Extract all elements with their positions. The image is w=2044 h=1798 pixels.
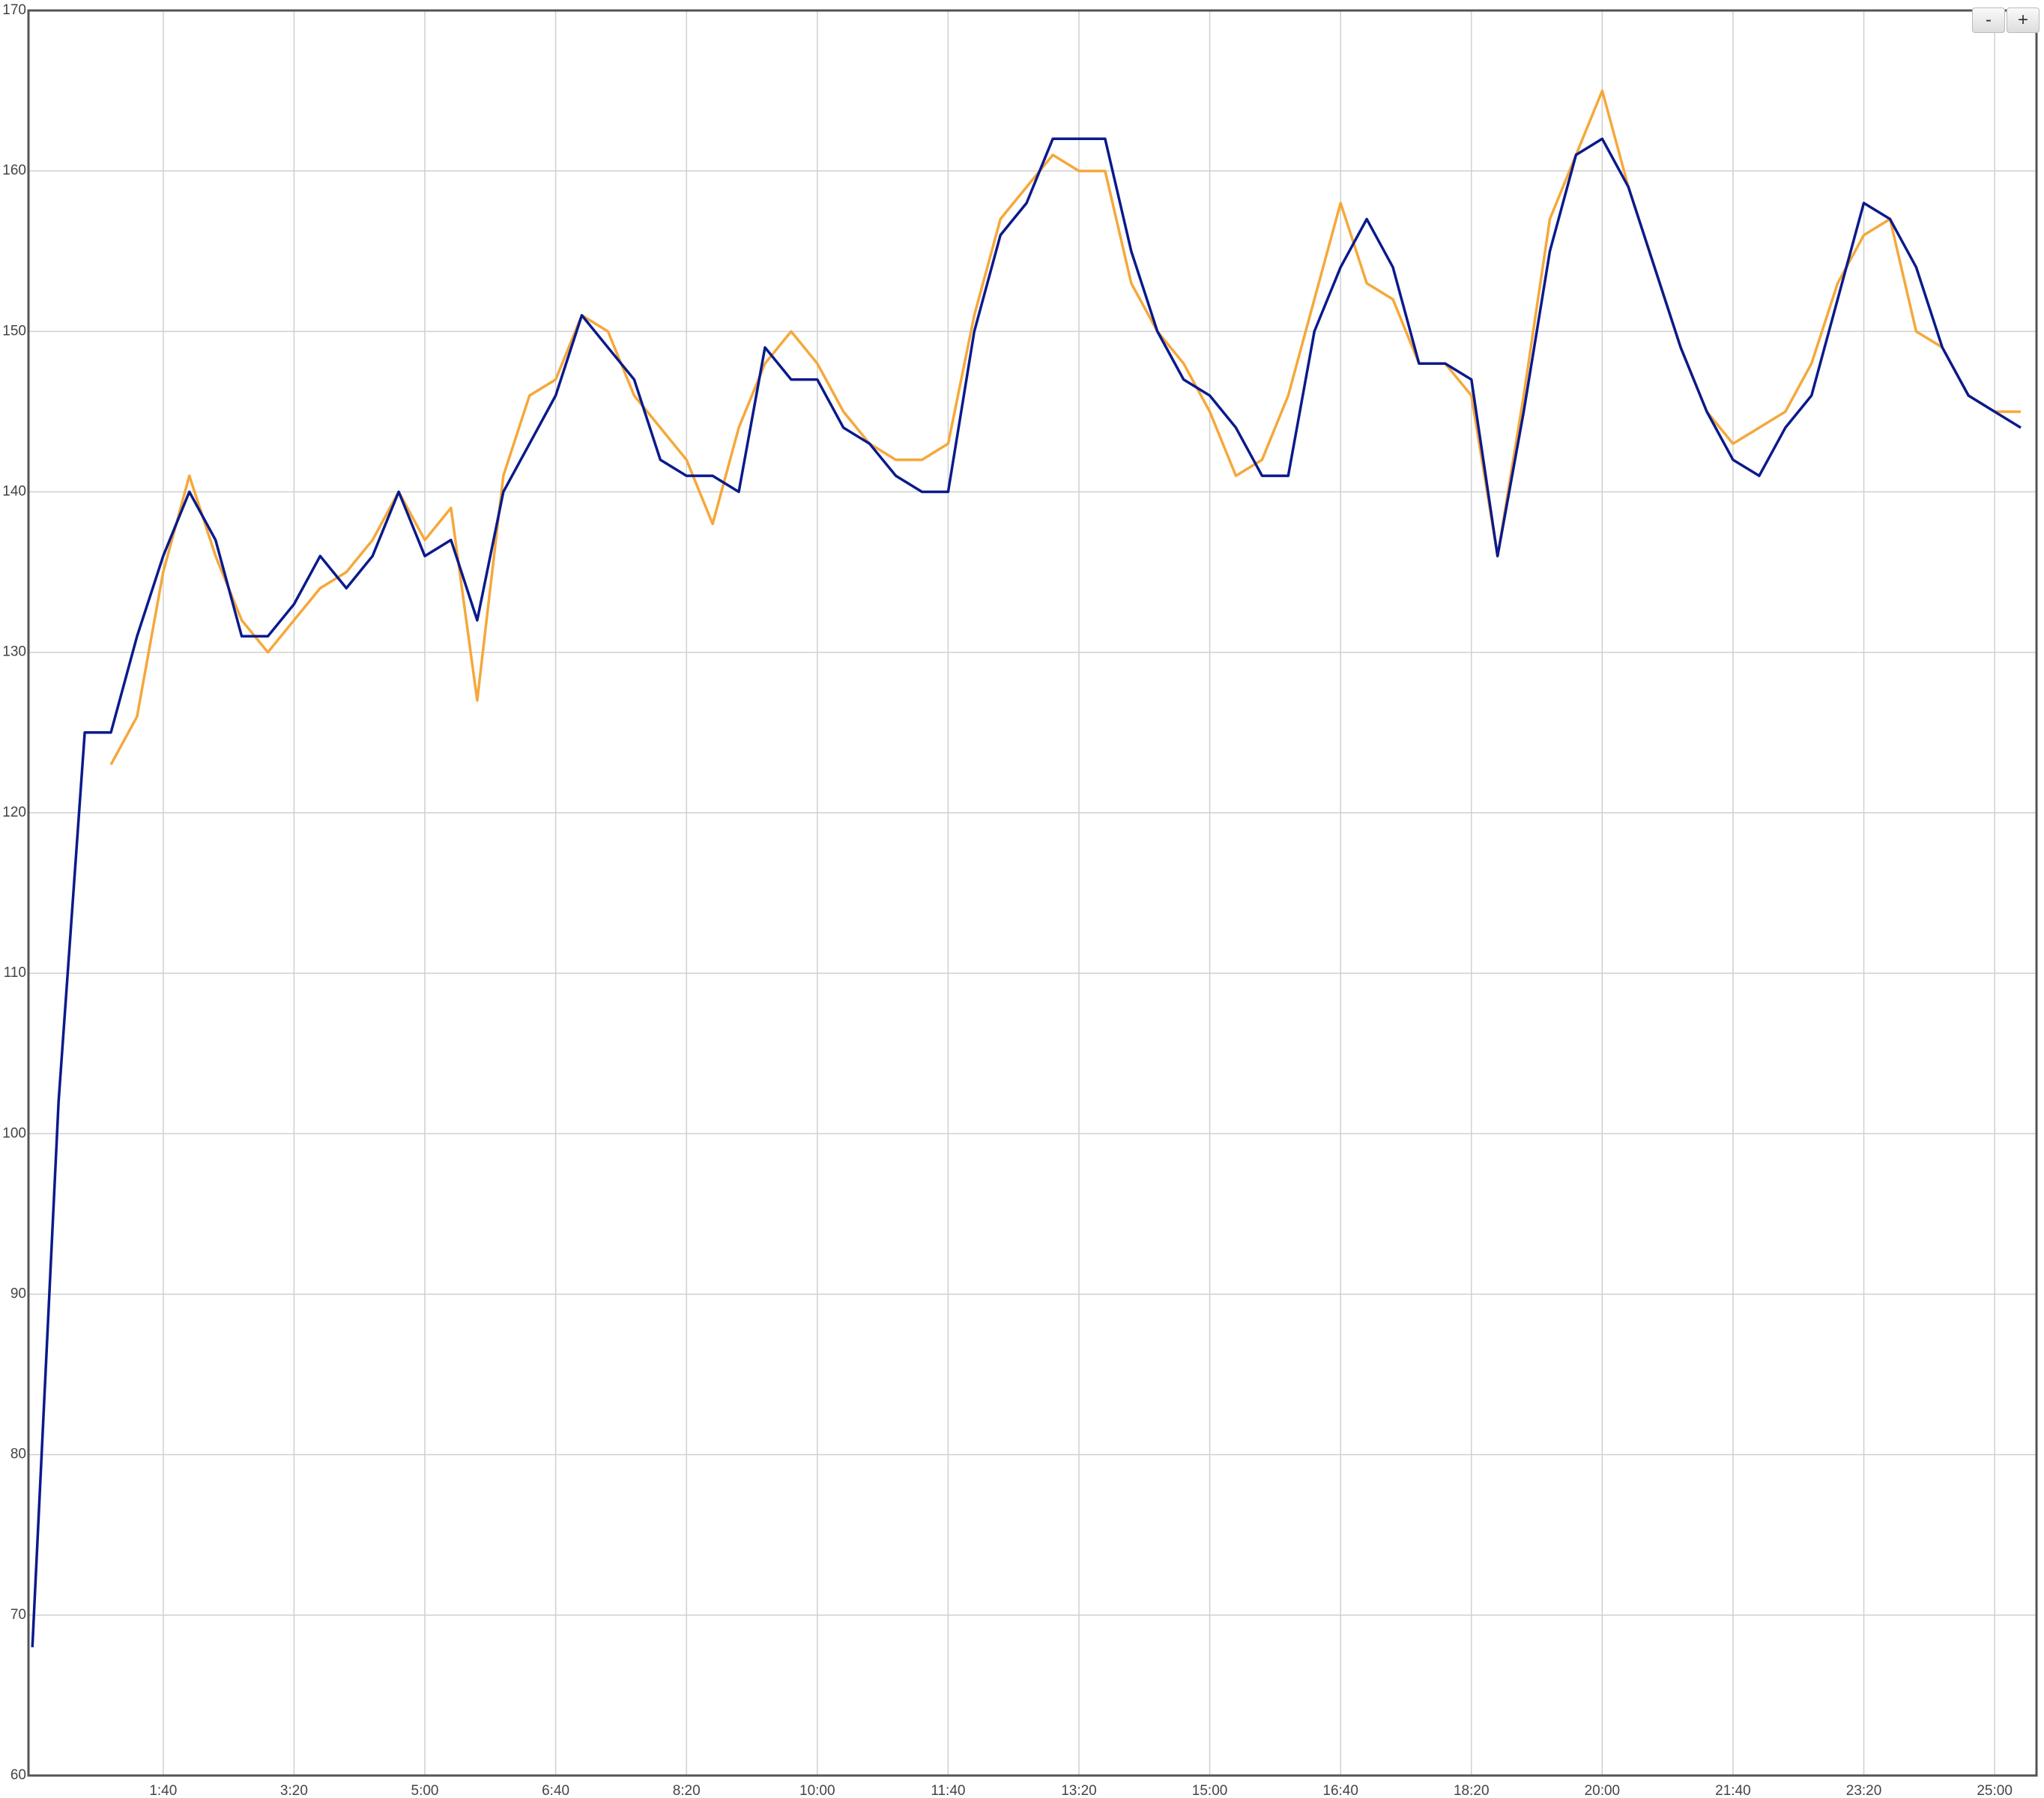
y-tick-label: 60 <box>10 1767 26 1783</box>
y-tick-label: 70 <box>10 1607 26 1623</box>
y-tick-label: 120 <box>2 805 26 820</box>
series-line <box>109 89 2021 766</box>
x-tick-label: 13:20 <box>1061 1783 1097 1798</box>
x-tick-label: 16:40 <box>1322 1783 1358 1798</box>
plot-frame <box>27 9 2038 1777</box>
series-line <box>31 137 2022 1647</box>
zoom-in-button[interactable]: + <box>2007 7 2040 33</box>
x-tick-label: 25:00 <box>1977 1783 2013 1798</box>
x-tick-label: 10:00 <box>799 1783 835 1798</box>
x-tick-label: 21:40 <box>1715 1783 1751 1798</box>
x-tick-label: 18:20 <box>1454 1783 1490 1798</box>
x-tick-label: 5:00 <box>411 1783 439 1798</box>
y-tick-label: 140 <box>2 484 26 500</box>
x-tick-label: 15:00 <box>1192 1783 1228 1798</box>
x-tick-label: 6:40 <box>542 1783 569 1798</box>
x-tick-label: 8:20 <box>673 1783 701 1798</box>
y-tick-label: 80 <box>10 1447 26 1462</box>
y-tick-label: 150 <box>2 323 26 339</box>
y-tick-label: 90 <box>10 1286 26 1301</box>
x-tick-label: 11:40 <box>931 1783 965 1798</box>
zoom-out-button[interactable]: - <box>1972 7 2005 33</box>
x-tick-label: 20:00 <box>1585 1783 1621 1798</box>
x-tick-label: 3:20 <box>280 1783 308 1798</box>
y-tick-label: 170 <box>2 2 26 18</box>
y-tick-label: 100 <box>2 1125 26 1141</box>
y-tick-label: 110 <box>4 965 26 981</box>
x-tick-label: 1:40 <box>149 1783 177 1798</box>
x-tick-label: 23:20 <box>1846 1783 1882 1798</box>
y-tick-label: 160 <box>2 163 26 178</box>
y-tick-label: 130 <box>2 644 26 660</box>
